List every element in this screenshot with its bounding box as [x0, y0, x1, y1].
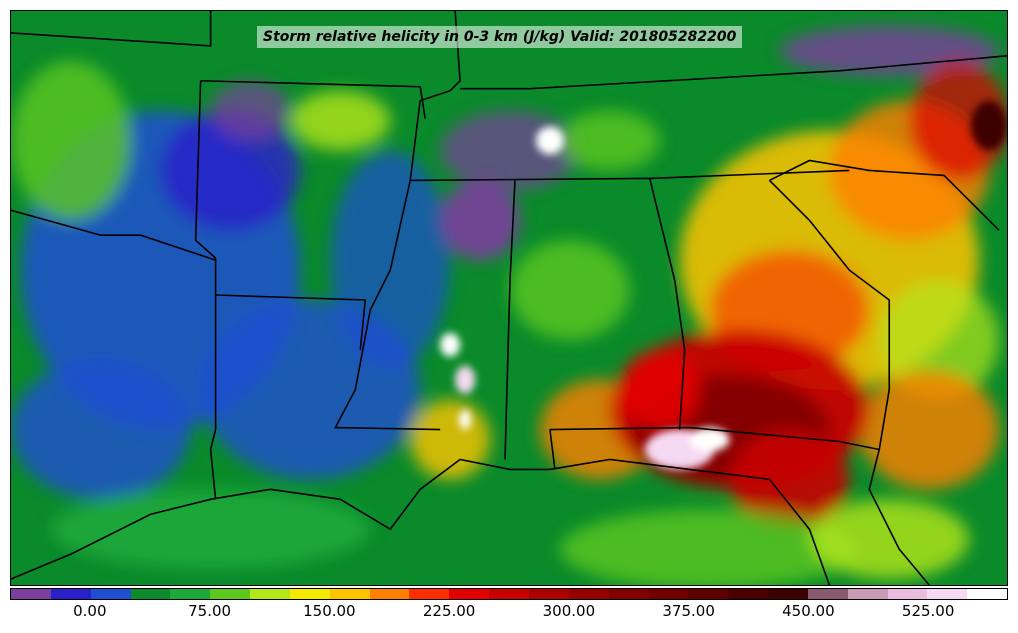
colorbar-bin [608, 589, 649, 599]
colorbar-tick-label: 0.00 [73, 602, 107, 620]
colorbar-bin [11, 589, 51, 599]
colorbar-bin [927, 589, 968, 599]
colorbar-bin [170, 589, 211, 599]
helicity-map: Storm relative helicity in 0-3 km (J/kg)… [10, 10, 1008, 586]
colorbar-bin [887, 589, 928, 599]
helicity-field [11, 25, 1007, 585]
colorbar-bin [728, 589, 769, 599]
colorbar-ticks: 0.00 75.00 150.00 225.00 300.00 375.00 450.00 5… [10, 602, 1008, 626]
colorbar [10, 588, 1008, 600]
colorbar-tick-label: 300.00 [542, 602, 596, 620]
colorbar-bin [250, 589, 290, 599]
colorbar-bin [210, 589, 251, 599]
map-title: Storm relative helicity in 0-3 km (J/kg)… [257, 26, 743, 48]
colorbar-bin [90, 589, 131, 599]
colorbar-bin [768, 589, 808, 599]
colorbar-bin [289, 589, 330, 599]
map-canvas [11, 11, 1007, 585]
colorbar-bin [409, 589, 450, 599]
colorbar-tick-label: 75.00 [188, 602, 232, 620]
colorbar-tick-label: 450.00 [782, 602, 835, 620]
colorbar-bin [847, 589, 888, 599]
colorbar-bin [807, 589, 848, 599]
colorbar-tick-label: 525.00 [901, 602, 955, 620]
colorbar-tick-label: 225.00 [422, 602, 476, 620]
colorbar-bin [489, 589, 529, 599]
colorbar-bin [369, 589, 410, 599]
colorbar-bin [50, 589, 91, 599]
state-boundaries [11, 11, 1007, 585]
colorbar-bin [648, 589, 689, 599]
colorbar-bin [568, 589, 609, 599]
colorbar-bin [528, 589, 569, 599]
helicity-peaks [440, 100, 1007, 470]
colorbar-bin [130, 589, 171, 599]
colorbar-tick-label: 375.00 [662, 602, 715, 620]
colorbar-bin [329, 589, 370, 599]
colorbar-bin [688, 589, 729, 599]
colorbar-bin [967, 589, 1008, 599]
colorbar-bin [449, 589, 490, 599]
colorbar-tick-label: 150.00 [303, 602, 356, 620]
